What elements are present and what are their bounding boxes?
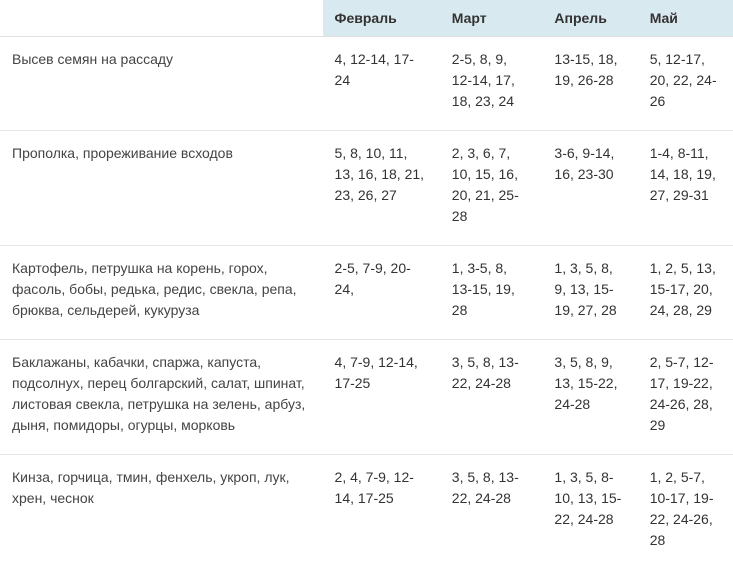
cell-may: 1, 2, 5, 13, 15-17, 20, 24, 28, 29 [638, 246, 733, 340]
table-row: Высев семян на рассаду 4, 12-14, 17-24 2… [0, 37, 733, 131]
cell-feb: 5, 8, 10, 11, 13, 16, 18, 21, 23, 26, 27 [323, 131, 440, 246]
col-header-label [0, 0, 323, 37]
table-row: Картофель, петрушка на корень, горох, фа… [0, 246, 733, 340]
row-label: Прополка, прореживание всходов [0, 131, 323, 246]
cell-apr: 1, 3, 5, 8, 9, 13, 15-19, 27, 28 [542, 246, 637, 340]
row-label: Высев семян на рассаду [0, 37, 323, 131]
cell-mar: 1, 3-5, 8, 13-15, 19, 28 [440, 246, 543, 340]
col-header-may: Май [638, 0, 733, 37]
table-row: Кинза, горчица, тмин, фенхель, укроп, лу… [0, 455, 733, 569]
table-row: Баклажаны, кабачки, спаржа, капуста, под… [0, 340, 733, 455]
cell-may: 1-4, 8-11, 14, 18, 19, 27, 29-31 [638, 131, 733, 246]
col-header-feb: Февраль [323, 0, 440, 37]
cell-feb: 2, 4, 7-9, 12-14, 17-25 [323, 455, 440, 569]
col-header-apr: Апрель [542, 0, 637, 37]
cell-apr: 1, 3, 5, 8-10, 13, 15-22, 24-28 [542, 455, 637, 569]
cell-mar: 3, 5, 8, 13-22, 24-28 [440, 340, 543, 455]
planting-calendar-table: Февраль Март Апрель Май Высев семян на р… [0, 0, 733, 569]
cell-may: 1, 2, 5-7, 10-17, 19-22, 24-26, 28 [638, 455, 733, 569]
cell-mar: 3, 5, 8, 13-22, 24-28 [440, 455, 543, 569]
row-label: Баклажаны, кабачки, спаржа, капуста, под… [0, 340, 323, 455]
cell-apr: 13-15, 18, 19, 26-28 [542, 37, 637, 131]
cell-may: 5, 12-17, 20, 22, 24-26 [638, 37, 733, 131]
cell-may: 2, 5-7, 12-17, 19-22, 24-26, 28, 29 [638, 340, 733, 455]
cell-apr: 3-6, 9-14, 16, 23-30 [542, 131, 637, 246]
row-label: Кинза, горчица, тмин, фенхель, укроп, лу… [0, 455, 323, 569]
row-label: Картофель, петрушка на корень, горох, фа… [0, 246, 323, 340]
col-header-mar: Март [440, 0, 543, 37]
cell-feb: 2-5, 7-9, 20-24, [323, 246, 440, 340]
table-header-row: Февраль Март Апрель Май [0, 0, 733, 37]
cell-apr: 3, 5, 8, 9, 13, 15-22, 24-28 [542, 340, 637, 455]
cell-mar: 2-5, 8, 9, 12-14, 17, 18, 23, 24 [440, 37, 543, 131]
cell-feb: 4, 12-14, 17-24 [323, 37, 440, 131]
cell-feb: 4, 7-9, 12-14, 17-25 [323, 340, 440, 455]
table-row: Прополка, прореживание всходов 5, 8, 10,… [0, 131, 733, 246]
cell-mar: 2, 3, 6, 7, 10, 15, 16, 20, 21, 25-28 [440, 131, 543, 246]
